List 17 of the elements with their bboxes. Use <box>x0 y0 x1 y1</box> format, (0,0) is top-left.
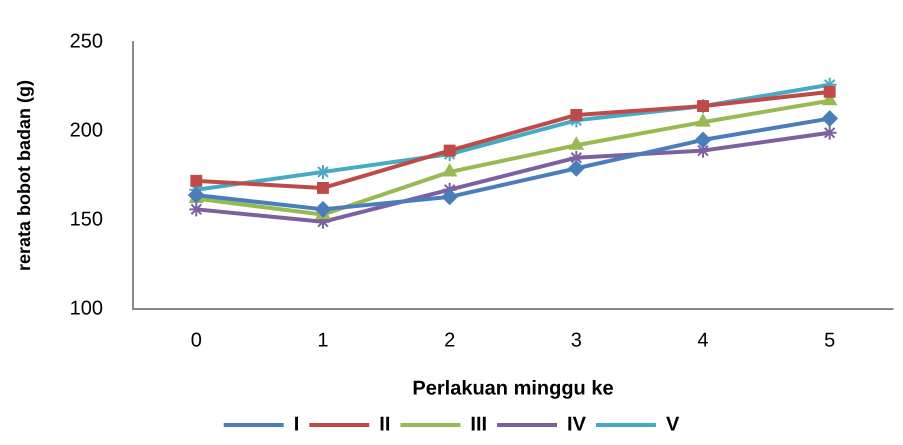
x-tick-label: 1 <box>317 330 329 352</box>
x-tick-label: 4 <box>697 330 709 352</box>
y-tick-label: 100 <box>70 298 103 320</box>
x-tick-label: 5 <box>824 330 836 352</box>
y-tick-label: 250 <box>70 30 103 53</box>
legend-label: III <box>470 414 488 436</box>
legend-label: II <box>379 414 390 436</box>
x-tick-label: 3 <box>570 330 582 352</box>
legend-label: V <box>666 414 680 436</box>
x-tick-label: 0 <box>190 330 202 352</box>
x-axis-title: Perlakuan minggu ke <box>412 378 614 400</box>
x-tick-label: 2 <box>444 330 456 352</box>
legend-label: IV <box>567 414 587 436</box>
y-axis-title: rerata bobot badan (g) <box>14 80 34 272</box>
y-tick-label: 150 <box>70 208 103 231</box>
y-tick-label: 200 <box>70 120 103 142</box>
legend-label: I <box>294 414 300 436</box>
